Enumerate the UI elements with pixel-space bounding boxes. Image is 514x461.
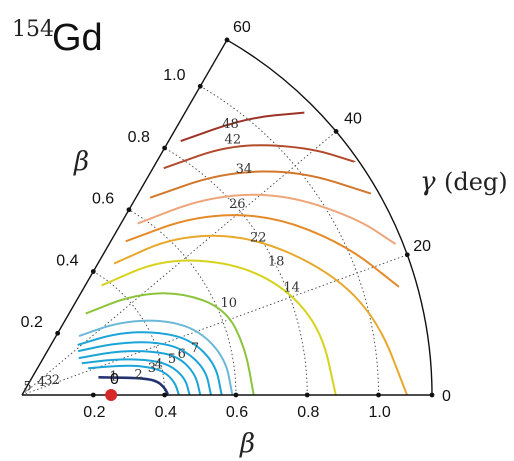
beta-tick-label: 0.2 xyxy=(83,404,105,421)
axis-beta-tick-dot xyxy=(126,207,132,213)
grid-radial xyxy=(21,131,337,396)
sector-frame xyxy=(21,39,433,396)
contour-line xyxy=(98,376,170,396)
beta-tick-label: 0.4 xyxy=(155,404,177,421)
title-mass-number: 154 xyxy=(12,17,54,42)
gamma-tick-dot xyxy=(404,252,410,258)
contour-label: 3 xyxy=(44,373,52,388)
y-axis-label: β xyxy=(73,147,89,177)
contour-line xyxy=(149,170,372,199)
contour-line xyxy=(88,364,180,396)
contour-label: 6 xyxy=(178,347,186,362)
contour-label: 48 xyxy=(222,117,239,132)
beta-tick-label: 0.8 xyxy=(297,404,319,421)
contour-line xyxy=(77,331,223,396)
contour-line xyxy=(163,144,356,170)
contour-label: 4 xyxy=(37,375,45,390)
axis-beta-tick-dot xyxy=(55,330,61,336)
contour-label: 5 xyxy=(168,352,176,367)
contour-label: 4 xyxy=(154,357,162,372)
axis-beta-tick-label: 0.2 xyxy=(21,314,43,331)
contour-label: 22 xyxy=(250,231,267,246)
beta-tick-dot xyxy=(304,392,310,398)
minimum-point xyxy=(105,389,118,401)
beta-tick-label: 0.6 xyxy=(226,404,248,421)
grid-arc xyxy=(200,85,379,396)
contour-label: 2 xyxy=(134,368,142,383)
beta-tick-dot xyxy=(233,392,239,398)
contour-label: 5 xyxy=(23,379,31,394)
grid-arc xyxy=(128,209,237,396)
contour-label: 2 xyxy=(52,373,60,388)
contour-label: 3 xyxy=(148,361,156,376)
title-element: Gd xyxy=(52,17,103,59)
gamma-unit: (deg) xyxy=(444,168,508,196)
contour-line xyxy=(101,259,337,396)
axis-beta-tick-dot xyxy=(197,83,203,89)
contour-line xyxy=(125,214,400,288)
contours xyxy=(77,111,408,396)
axis-beta-tick-label: 1.0 xyxy=(163,67,185,84)
beta-tick-dot xyxy=(376,392,381,398)
contour-label: 34 xyxy=(236,162,253,177)
gamma-tick-dot xyxy=(333,129,339,134)
contour-label: 10 xyxy=(220,296,237,311)
minimum-label: 0 xyxy=(110,371,119,388)
contour-line xyxy=(78,350,202,396)
axis-beta-tick-label: 0.4 xyxy=(56,252,78,269)
axis-beta-tick-dot xyxy=(162,145,168,151)
contour-line xyxy=(113,234,408,396)
contour-line xyxy=(81,358,191,396)
axis-gamma-60 xyxy=(21,39,228,396)
x-axis-label: β xyxy=(239,429,255,459)
gamma-tick-label: 40 xyxy=(344,110,362,127)
beta-tick-dot xyxy=(90,392,96,398)
gamma-tick-label: 0 xyxy=(442,388,451,405)
contour-label: 1 xyxy=(109,369,117,384)
grid xyxy=(21,85,408,396)
beta-tick-label: 1.0 xyxy=(369,404,391,421)
beta-tick-dot xyxy=(162,392,168,398)
contour-label: 42 xyxy=(225,133,242,148)
contour-line xyxy=(180,111,305,142)
outer-arc xyxy=(226,39,433,396)
contour-label: 14 xyxy=(283,281,300,296)
grid-radial xyxy=(21,254,408,396)
contour-label: 18 xyxy=(268,255,285,270)
contour-line xyxy=(85,292,255,396)
contour-line xyxy=(78,319,234,396)
axis-beta-tick-label: 0.6 xyxy=(92,191,114,208)
gamma-tick-label: 20 xyxy=(413,238,431,255)
contour-line xyxy=(77,341,212,396)
contour-label: 7 xyxy=(191,341,199,356)
gamma-tick-label: 60 xyxy=(233,19,251,36)
gamma-label: γ xyxy=(420,167,436,197)
gamma-tick-dot xyxy=(429,392,435,398)
axis-beta-tick-dot xyxy=(90,269,96,274)
contour-line xyxy=(137,193,397,245)
axis-beta-tick-label: 0.8 xyxy=(128,129,150,146)
gamma-tick-dot xyxy=(224,37,230,43)
contour-label: 26 xyxy=(229,197,246,212)
grid-arc xyxy=(164,147,308,396)
